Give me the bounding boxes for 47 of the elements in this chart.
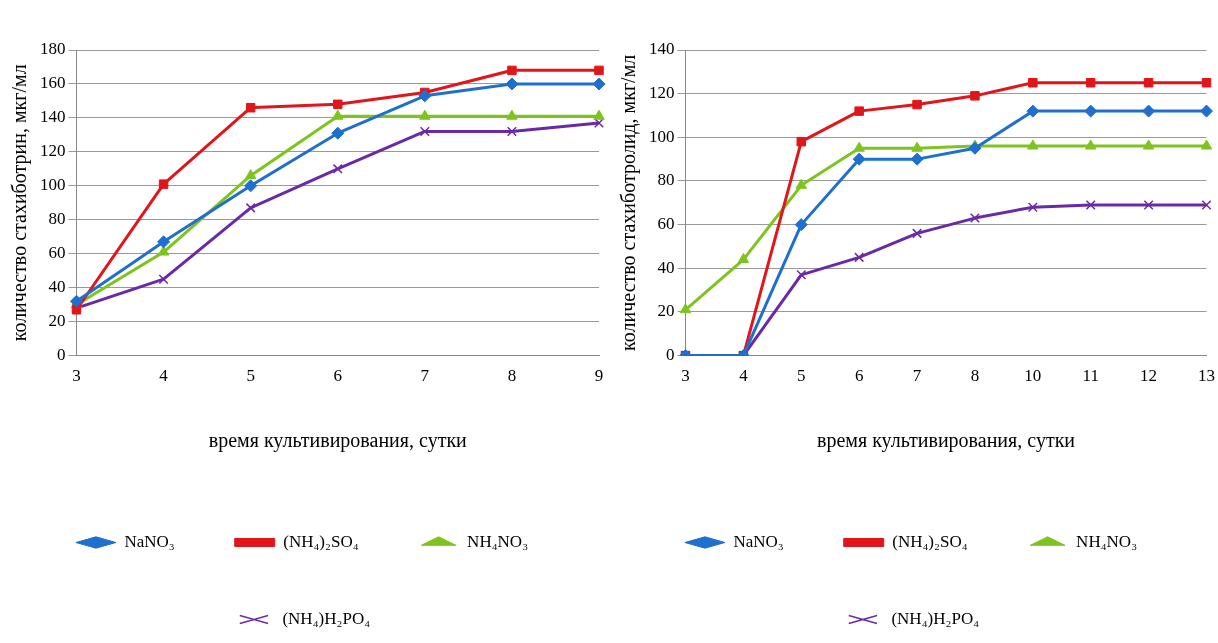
- y-tick-label: 100: [40, 175, 66, 195]
- legend-label: (NH₄)H₂PO₄: [282, 608, 371, 628]
- x-tick-label: 11: [1082, 366, 1099, 386]
- x-tick-label: 7: [912, 366, 922, 386]
- x-axis-title: время культивирования, сутки: [816, 429, 1076, 453]
- x-tick-label: 7: [420, 366, 430, 386]
- y-tick-label: 140: [649, 39, 675, 59]
- y-tick-label: 180: [40, 39, 66, 59]
- legend-label: NaNO₃: [124, 531, 175, 551]
- x-tick-label: 5: [797, 366, 806, 386]
- y-tick-label: 120: [40, 141, 66, 161]
- y-tick-label: 20: [48, 311, 66, 331]
- y-axis-title: количество стахиботролид, мкг/мл: [617, 54, 641, 351]
- x-tick-label: 6: [333, 366, 342, 386]
- legend-label: (NH₄)₂SO₄: [892, 531, 968, 551]
- legend-label: NaNO₃: [733, 531, 784, 551]
- x-tick-label: 13: [1198, 366, 1215, 386]
- x-tick-label: 8: [970, 366, 980, 386]
- y-tick-label: 120: [649, 83, 675, 103]
- y-tick-label: 80: [657, 170, 675, 190]
- y-tick-label: 0: [57, 345, 66, 365]
- x-tick-label: 4: [739, 366, 749, 386]
- legend-label: NH₄NO₃: [467, 531, 529, 551]
- y-tick-label: 100: [649, 126, 675, 146]
- y-tick-label: 0: [666, 345, 675, 365]
- x-tick-label: 9: [594, 366, 604, 386]
- x-tick-label: 10: [1024, 366, 1042, 386]
- x-tick-label: 8: [507, 366, 517, 386]
- y-tick-label: 40: [48, 277, 66, 297]
- x-tick-label: 3: [72, 366, 81, 386]
- x-tick-label: 12: [1140, 366, 1158, 386]
- legend-label: (NH₄)₂SO₄: [283, 531, 359, 551]
- y-tick-label: 20: [657, 301, 675, 321]
- legend-label: NH₄NO₃: [1076, 531, 1138, 551]
- y-axis-title: количество стахиботрин, мкг/мл: [8, 64, 32, 342]
- x-tick-label: 3: [681, 366, 690, 386]
- y-tick-label: 60: [48, 243, 66, 263]
- x-tick-label: 4: [159, 366, 169, 386]
- y-tick-label: 160: [40, 73, 66, 93]
- y-tick-label: 40: [657, 257, 675, 277]
- y-tick-label: 80: [48, 209, 66, 229]
- y-tick-label: 60: [657, 214, 675, 234]
- legend-label: (NH₄)H₂PO₄: [891, 608, 980, 628]
- x-tick-label: 6: [854, 366, 864, 386]
- x-tick-label: 5: [246, 366, 255, 386]
- y-tick-label: 140: [40, 107, 66, 127]
- x-axis-title: время культивирования, сутки: [208, 429, 468, 453]
